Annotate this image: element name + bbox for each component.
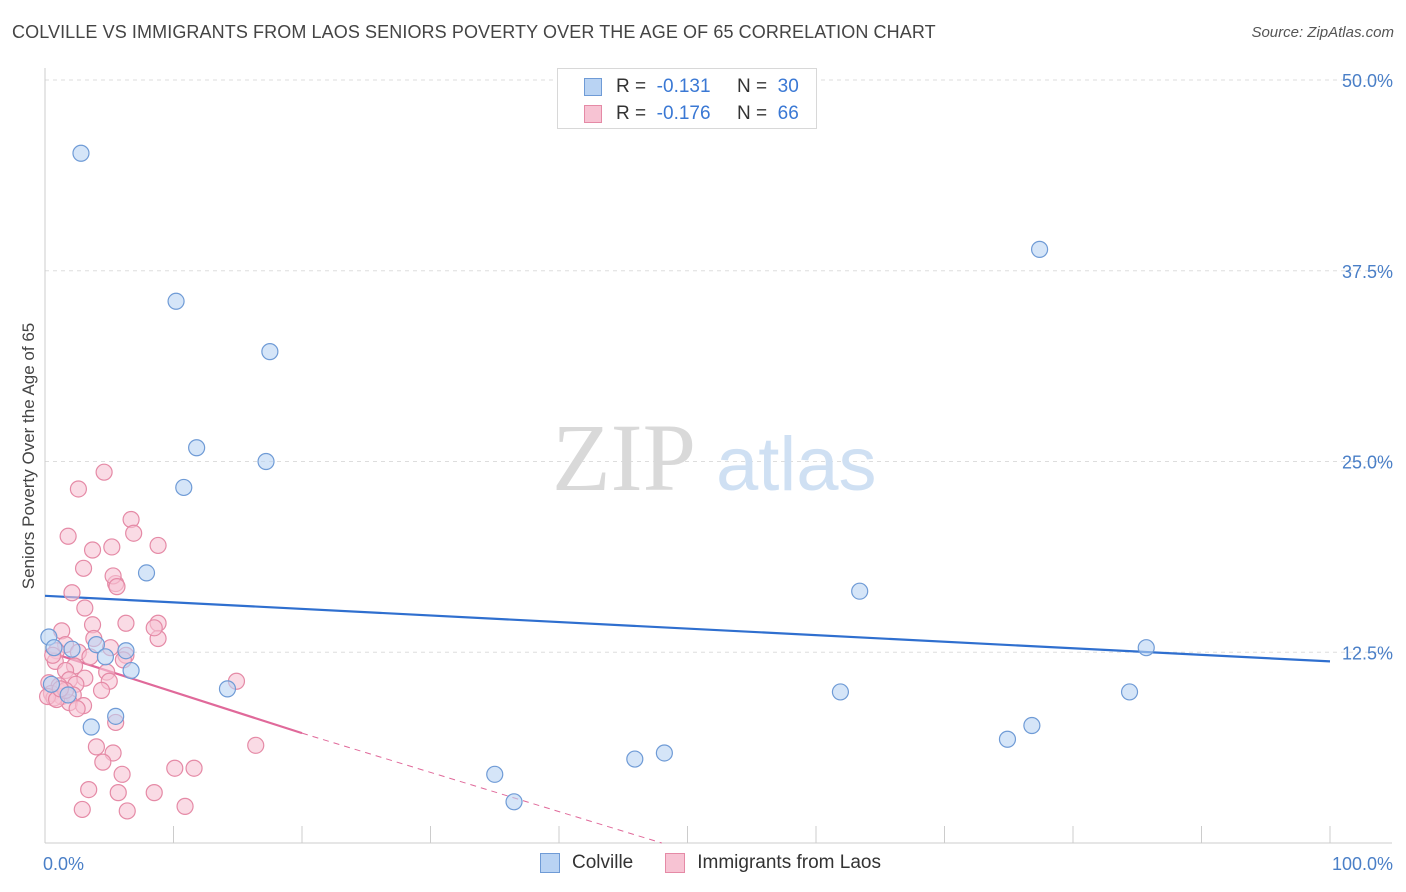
laos-point bbox=[74, 559, 93, 577]
trend-lines bbox=[44, 594, 1331, 844]
colville-point bbox=[1137, 639, 1155, 657]
x-tick-label: 0.0% bbox=[43, 854, 84, 874]
laos-point bbox=[185, 759, 203, 777]
gridlines bbox=[45, 79, 1392, 653]
colville-point bbox=[96, 648, 114, 666]
laos-point bbox=[125, 524, 143, 542]
colville-point bbox=[117, 642, 135, 660]
y-tick-label: 37.5% bbox=[1342, 262, 1393, 282]
data-points bbox=[38, 144, 1155, 820]
laos-swatch bbox=[584, 105, 602, 123]
laos-point bbox=[94, 753, 112, 771]
laos-trend-extension bbox=[301, 732, 662, 844]
colville-point bbox=[122, 661, 140, 680]
colville-point bbox=[45, 639, 63, 657]
y-tick-label: 25.0% bbox=[1342, 453, 1393, 473]
y-axis-label: Seniors Poverty Over the Age of 65 bbox=[19, 323, 38, 589]
watermark-zip: ZIP bbox=[552, 404, 696, 511]
laos-point bbox=[176, 797, 194, 815]
colville-point bbox=[42, 675, 61, 693]
laos-point bbox=[166, 759, 184, 777]
colville-point bbox=[175, 478, 193, 497]
colville-point bbox=[1030, 240, 1049, 258]
colville-point bbox=[63, 640, 81, 658]
colville-point bbox=[218, 680, 237, 698]
r-value: -0.176 bbox=[656, 103, 711, 124]
laos-swatch bbox=[665, 853, 686, 873]
colville-trend-line bbox=[44, 594, 1331, 663]
colville-point bbox=[831, 683, 850, 701]
laos-point bbox=[118, 802, 136, 820]
colville-point bbox=[505, 793, 523, 811]
colville-point bbox=[626, 750, 644, 768]
watermark-atlas: atlas bbox=[716, 422, 877, 507]
axes bbox=[44, 68, 1392, 844]
r-label: R = bbox=[616, 103, 647, 124]
y-tick-label: 50.0% bbox=[1342, 71, 1393, 91]
r-label: R = bbox=[616, 76, 647, 97]
laos-trend-line bbox=[44, 649, 303, 735]
laos-point bbox=[73, 800, 91, 819]
colville-point bbox=[257, 452, 275, 471]
colville-point bbox=[486, 765, 504, 783]
colville-point bbox=[1120, 683, 1139, 701]
n-label: N = bbox=[736, 103, 768, 124]
colville-point bbox=[82, 718, 100, 736]
n-label: N = bbox=[736, 76, 768, 97]
legend-item-colville[interactable]: Colville bbox=[540, 852, 633, 874]
series-legend: Colville Immigrants from Laos bbox=[540, 852, 913, 874]
colville-point bbox=[1023, 716, 1041, 735]
legend-row-colville: R = -0.131 N = 30 bbox=[584, 75, 799, 99]
colville-point bbox=[72, 144, 90, 162]
colville-swatch bbox=[584, 78, 602, 96]
laos-point bbox=[145, 784, 163, 802]
stats-legend: R = -0.131 N = 30 R = -0.176 N = 66 bbox=[557, 68, 817, 129]
chart-title: COLVILLE VS IMMIGRANTS FROM LAOS SENIORS… bbox=[12, 22, 936, 42]
laos-point bbox=[95, 463, 113, 481]
laos-point bbox=[92, 681, 111, 700]
laos-point bbox=[68, 700, 86, 718]
source-credit: Source: ZipAtlas.com bbox=[1251, 24, 1394, 41]
laos-point bbox=[83, 541, 102, 559]
laos-point bbox=[113, 765, 131, 783]
laos-point bbox=[108, 578, 126, 596]
r-value: -0.131 bbox=[656, 76, 711, 97]
laos-point bbox=[87, 738, 106, 756]
laos-point bbox=[117, 614, 135, 632]
laos-point bbox=[103, 538, 121, 556]
n-value: 66 bbox=[777, 103, 799, 124]
colville-point bbox=[188, 439, 206, 457]
colville-point bbox=[998, 730, 1017, 748]
laos-point bbox=[76, 599, 94, 617]
y-tick-label: 12.5% bbox=[1342, 643, 1393, 663]
colville-swatch bbox=[540, 853, 560, 873]
colville-point bbox=[107, 707, 125, 725]
legend-label-laos: Immigrants from Laos bbox=[697, 852, 881, 873]
colville-point bbox=[87, 636, 106, 654]
tick-labels: 12.5% 25.0% 37.5% 50.0% 0.0% 100.0% bbox=[43, 71, 1393, 874]
laos-point bbox=[247, 736, 265, 754]
laos-point bbox=[63, 584, 81, 602]
colville-point bbox=[137, 564, 156, 582]
laos-point bbox=[109, 784, 127, 802]
laos-point bbox=[69, 480, 88, 498]
colville-point bbox=[59, 686, 77, 704]
colville-point bbox=[167, 292, 185, 310]
colville-point bbox=[261, 343, 279, 361]
legend-row-laos: R = -0.176 N = 66 bbox=[584, 102, 799, 126]
laos-point bbox=[145, 619, 163, 637]
laos-point bbox=[59, 527, 77, 545]
colville-point bbox=[655, 744, 673, 762]
n-value: 30 bbox=[777, 76, 799, 97]
watermark: ZIP atlas bbox=[552, 404, 877, 511]
colville-point bbox=[851, 582, 869, 600]
laos-point bbox=[149, 536, 167, 555]
legend-label-colville: Colville bbox=[572, 852, 634, 873]
laos-point bbox=[80, 780, 98, 799]
legend-item-laos[interactable]: Immigrants from Laos bbox=[665, 852, 881, 874]
x-tick-label: 100.0% bbox=[1332, 854, 1393, 874]
